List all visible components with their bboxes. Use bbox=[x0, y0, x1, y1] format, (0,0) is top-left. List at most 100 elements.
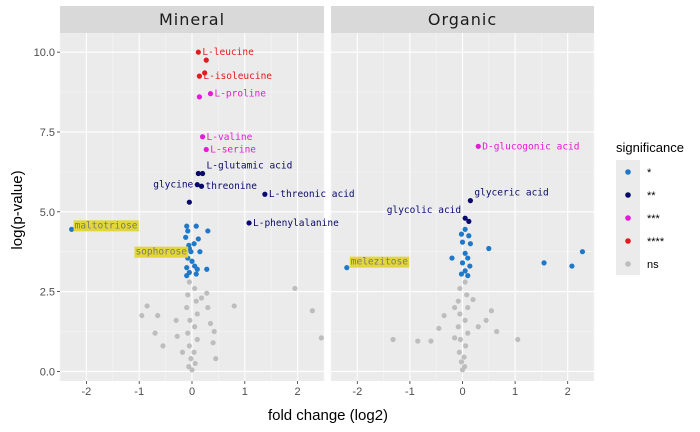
data-point bbox=[475, 324, 481, 330]
data-point bbox=[458, 231, 465, 237]
data-point bbox=[184, 273, 190, 279]
data-point bbox=[185, 330, 191, 336]
x-tick-label: 1 bbox=[242, 386, 248, 398]
data-point bbox=[199, 134, 206, 140]
data-point bbox=[462, 268, 468, 274]
y-tick-label: 5.0 bbox=[40, 207, 55, 219]
legend-entry-label: *** bbox=[647, 213, 661, 225]
point-label-highlight bbox=[73, 220, 139, 232]
data-point bbox=[467, 198, 473, 204]
data-point bbox=[185, 292, 191, 298]
data-point bbox=[262, 191, 268, 197]
y-tick-label: 2.5 bbox=[40, 287, 55, 299]
data-point bbox=[191, 349, 197, 355]
x-tick-label: -2 bbox=[352, 386, 362, 398]
data-point bbox=[436, 325, 442, 331]
data-point bbox=[160, 343, 166, 349]
data-point bbox=[458, 271, 465, 277]
data-point bbox=[541, 260, 547, 266]
data-point bbox=[188, 356, 194, 362]
data-point bbox=[195, 49, 201, 55]
point-label: glycine bbox=[153, 180, 193, 191]
data-point bbox=[194, 266, 200, 272]
data-point bbox=[155, 312, 161, 319]
data-point bbox=[462, 226, 468, 232]
point-label: L-leucine bbox=[202, 47, 254, 58]
x-tick-label: 0 bbox=[189, 386, 195, 398]
data-point bbox=[459, 260, 466, 266]
data-point bbox=[210, 340, 216, 346]
data-point bbox=[186, 343, 192, 349]
point-label: threonine bbox=[206, 181, 258, 192]
data-point bbox=[457, 336, 463, 343]
point-label: L-threonic acid bbox=[269, 189, 355, 200]
data-point bbox=[465, 330, 471, 336]
data-point bbox=[188, 249, 194, 255]
data-point bbox=[189, 258, 195, 264]
point-label: L-proline bbox=[214, 89, 266, 100]
x-axis-title: fold change (log2) bbox=[268, 407, 388, 424]
x-tick-label: 2 bbox=[565, 386, 571, 398]
data-point bbox=[179, 349, 186, 355]
data-point bbox=[569, 263, 575, 269]
y-tick-label: 10.0 bbox=[34, 47, 55, 59]
legend-entry-label: * bbox=[647, 167, 652, 179]
data-point bbox=[202, 70, 208, 76]
data-point bbox=[466, 233, 472, 239]
point-labels-layer: L-leucine L-isoleucine L-proline L-valine L-… bbox=[73, 47, 580, 268]
data-point bbox=[191, 241, 197, 247]
panels-layer: Mineral Organic bbox=[59, 6, 595, 381]
data-point bbox=[213, 356, 219, 362]
data-point bbox=[197, 249, 203, 255]
facet-strip-label: Organic bbox=[428, 10, 497, 29]
data-point bbox=[475, 143, 481, 149]
data-point bbox=[203, 57, 209, 63]
data-point bbox=[184, 265, 190, 271]
data-point bbox=[231, 303, 237, 309]
data-point bbox=[452, 335, 458, 341]
data-point bbox=[462, 279, 468, 285]
data-point bbox=[470, 296, 476, 303]
data-point bbox=[193, 298, 199, 304]
data-point bbox=[192, 285, 198, 292]
legend-entry-label: ** bbox=[647, 190, 656, 202]
legend-key bbox=[625, 192, 631, 198]
data-point bbox=[467, 263, 473, 269]
data-point bbox=[462, 250, 468, 256]
data-point bbox=[186, 279, 192, 285]
point-label: glycolic acid bbox=[387, 205, 461, 216]
data-point bbox=[309, 308, 315, 314]
data-point bbox=[441, 312, 447, 319]
data-point bbox=[207, 91, 214, 97]
y-tick-label: 0.0 bbox=[40, 366, 55, 378]
data-point bbox=[195, 236, 201, 242]
point-label-highlight bbox=[134, 246, 189, 258]
data-point bbox=[459, 367, 466, 373]
data-point bbox=[196, 94, 202, 100]
data-point bbox=[465, 255, 471, 261]
data-point bbox=[292, 285, 298, 292]
data-point bbox=[194, 336, 200, 343]
y-axis-title: log(p-value) bbox=[9, 170, 26, 249]
legend-key bbox=[625, 238, 631, 244]
data-point bbox=[204, 290, 210, 296]
point-label: sophorose bbox=[135, 247, 187, 258]
x-tick-label: -1 bbox=[134, 386, 144, 398]
data-point bbox=[194, 311, 200, 317]
data-point bbox=[203, 146, 209, 153]
data-point bbox=[457, 311, 463, 317]
data-point bbox=[462, 317, 468, 323]
point-label: L-glutamic acid bbox=[207, 160, 293, 171]
data-point bbox=[183, 234, 189, 240]
data-point bbox=[488, 308, 495, 314]
point-label: L-valine bbox=[207, 132, 253, 143]
data-point bbox=[246, 220, 252, 226]
data-point bbox=[211, 328, 217, 335]
point-label: glyceric acid bbox=[474, 188, 548, 199]
data-point bbox=[205, 228, 211, 234]
data-point bbox=[205, 304, 211, 311]
data-point bbox=[152, 330, 158, 336]
data-point bbox=[192, 324, 198, 330]
data-point bbox=[193, 223, 199, 229]
